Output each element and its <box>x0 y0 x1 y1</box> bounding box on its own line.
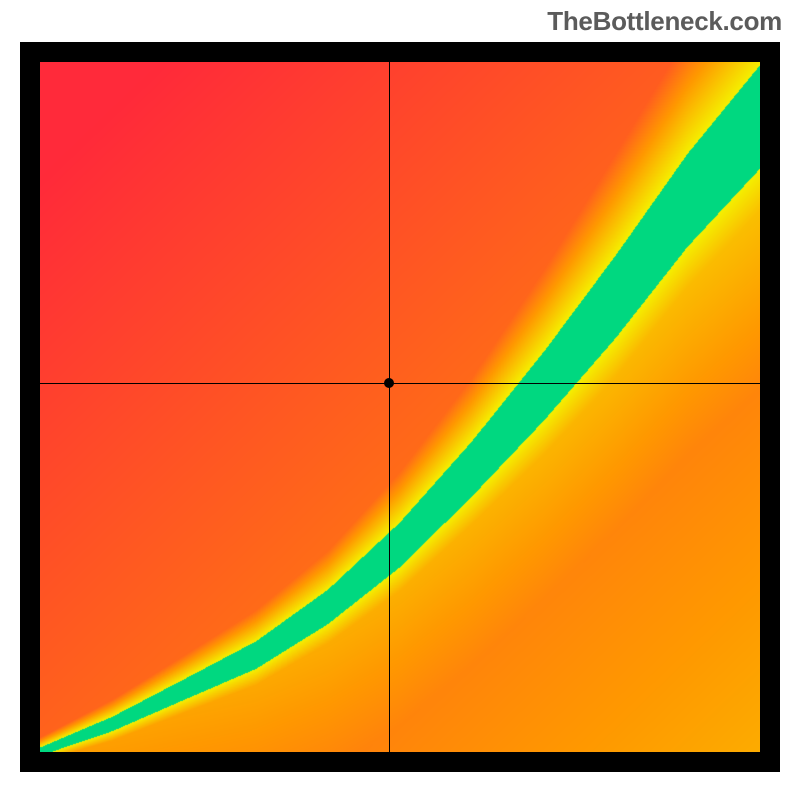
attribution-text: TheBottleneck.com <box>547 6 782 37</box>
heatmap-canvas <box>40 62 760 752</box>
heatmap-chart <box>20 42 780 772</box>
